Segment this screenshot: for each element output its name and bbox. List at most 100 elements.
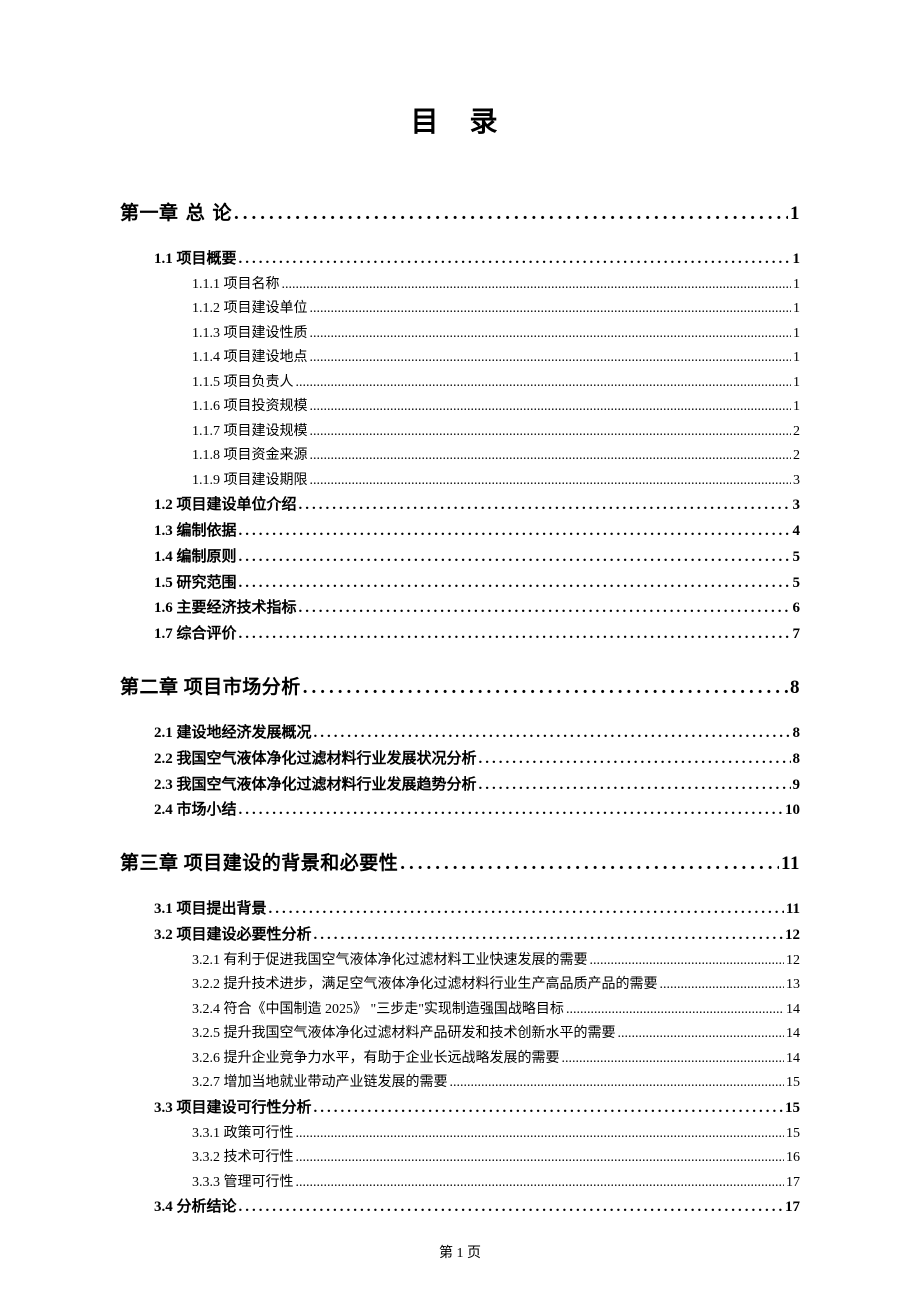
toc-label: 2.1 建设地经济发展概况: [154, 721, 312, 747]
toc-entry: 1.1.3 项目建设性质1: [192, 322, 800, 347]
toc-label: 3.3.2 技术可行性: [192, 1146, 294, 1171]
toc-label: 2.3 我国空气液体净化过滤材料行业发展趋势分析: [154, 773, 477, 799]
toc-page-number: 1: [790, 203, 800, 225]
toc-page-number: 8: [793, 721, 801, 747]
toc-label: 1.3 编制依据: [154, 519, 237, 545]
toc-leader-dots: [296, 1171, 785, 1196]
toc-entry: 2.3 我国空气液体净化过滤材料行业发展趋势分析9: [154, 773, 800, 799]
toc-entry: 3.4 分析结论 17: [154, 1195, 800, 1221]
toc-entry: 3.2.2 提升技术进步，满足空气液体净化过滤材料行业生产高品质产品的需要13: [192, 973, 800, 998]
toc-leader-dots: [310, 346, 792, 371]
toc-entry: 第二章 项目市场分析 8: [120, 672, 800, 699]
toc-leader-dots: [562, 1047, 785, 1072]
toc-label: 1.1 项目概要: [154, 247, 237, 273]
toc-page-number: 5: [793, 571, 801, 597]
toc-label: 3.2.4 符合《中国制造 2025》 "三步走"实现制造强国战略目标: [192, 998, 564, 1023]
toc-entry: 1.1.2 项目建设单位 1: [192, 297, 800, 322]
toc-entry: 1.1 项目概要1: [154, 247, 800, 273]
toc-label: 1.1.4 项目建设地点: [192, 346, 308, 371]
toc-leader-dots: [310, 322, 792, 347]
toc-page-number: 5: [793, 545, 801, 571]
document-title: 目 录: [120, 100, 800, 140]
toc-label: 3.3 项目建设可行性分析: [154, 1096, 312, 1122]
toc-page-number: 11: [786, 897, 800, 923]
toc-page-number: 3: [793, 493, 801, 519]
toc-leader-dots: [479, 747, 791, 773]
toc-leader-dots: [239, 545, 791, 571]
toc-entry: 2.2 我国空气液体净化过滤材料行业发展状况分析8: [154, 747, 800, 773]
toc-page-number: 2: [793, 444, 800, 469]
toc-entry: 1.1.1 项目名称 1: [192, 273, 800, 298]
toc-leader-dots: [310, 444, 792, 469]
toc-page-number: 16: [786, 1146, 800, 1171]
toc-leader-dots: [299, 596, 791, 622]
toc-entry: 3.2 项目建设必要性分析 12: [154, 923, 800, 949]
toc-entry: 1.1.4 项目建设地点1: [192, 346, 800, 371]
toc-page-number: 8: [793, 747, 801, 773]
toc-label: 1.7 综合评价: [154, 622, 237, 648]
toc-label: 2.4 市场小结: [154, 798, 237, 824]
toc-entry: 1.3 编制依据4: [154, 519, 800, 545]
toc-label: 3.2.5 提升我国空气液体净化过滤材料产品研发和技术创新水平的需要: [192, 1022, 616, 1047]
toc-leader-dots: [303, 677, 788, 699]
toc-label: 3.2.6 提升企业竞争力水平，有助于企业长远战略发展的需要: [192, 1047, 560, 1072]
toc-label: 1.4 编制原则: [154, 545, 237, 571]
toc-page-number: 6: [793, 596, 801, 622]
toc-label: 3.2.7 增加当地就业带动产业链发展的需要: [192, 1071, 448, 1096]
toc-page-number: 1: [793, 273, 800, 298]
toc-label: 第二章 项目市场分析: [120, 672, 301, 699]
toc-entry: 3.3.1 政策可行性15: [192, 1122, 800, 1147]
toc-label: 3.2 项目建设必要性分析: [154, 923, 312, 949]
toc-entry: 2.1 建设地经济发展概况 8: [154, 721, 800, 747]
toc-entry: 1.1.5 项目负责人1: [192, 371, 800, 396]
toc-entry: 3.2.5 提升我国空气液体净化过滤材料产品研发和技术创新水平的需要 14: [192, 1022, 800, 1047]
toc-leader-dots: [660, 973, 785, 998]
toc-entry: 1.2 项目建设单位介绍3: [154, 493, 800, 519]
toc-entry: 1.4 编制原则 5: [154, 545, 800, 571]
toc-label: 1.1.2 项目建设单位: [192, 297, 308, 322]
toc-leader-dots: [239, 798, 783, 824]
toc-leader-dots: [310, 297, 792, 322]
toc-entry: 1.1.7 项目建设规模2: [192, 420, 800, 445]
toc-leader-dots: [296, 1122, 785, 1147]
toc-leader-dots: [239, 519, 791, 545]
toc-leader-dots: [296, 371, 792, 396]
toc-leader-dots: [618, 1022, 785, 1047]
toc-entry: 3.2.7 增加当地就业带动产业链发展的需要 15: [192, 1071, 800, 1096]
toc-label: 3.3.1 政策可行性: [192, 1122, 294, 1147]
toc-leader-dots: [239, 1195, 783, 1221]
toc-page-number: 8: [790, 677, 800, 699]
toc-label: 1.5 研究范围: [154, 571, 237, 597]
toc-entry: 1.1.6 项目投资规模1: [192, 395, 800, 420]
toc-entry: 3.2.6 提升企业竞争力水平，有助于企业长远战略发展的需要14: [192, 1047, 800, 1072]
toc-leader-dots: [314, 923, 783, 949]
toc-leader-dots: [310, 420, 792, 445]
toc-entry: 3.2.4 符合《中国制造 2025》 "三步走"实现制造强国战略目标14: [192, 998, 800, 1023]
toc-label: 第一章 总 论: [120, 198, 232, 225]
toc-leader-dots: [299, 493, 791, 519]
toc-page-number: 10: [785, 798, 800, 824]
toc-page-number: 7: [793, 622, 801, 648]
page-container: 目 录 第一章 总 论11.1 项目概要11.1.1 项目名称11.1.2 项目…: [0, 0, 920, 1221]
toc-leader-dots: [296, 1146, 785, 1171]
toc-page-number: 15: [786, 1071, 800, 1096]
toc-page-number: 13: [786, 973, 800, 998]
toc-page-number: 14: [786, 1022, 800, 1047]
toc-page-number: 12: [785, 923, 800, 949]
toc-page-number: 2: [793, 420, 800, 445]
toc-entry: 1.1.9 项目建设期限3: [192, 469, 800, 494]
toc-leader-dots: [314, 1096, 783, 1122]
toc-label: 3.4 分析结论: [154, 1195, 237, 1221]
toc-entry: 1.7 综合评价 7: [154, 622, 800, 648]
toc-leader-dots: [566, 998, 784, 1023]
toc-label: 3.3.3 管理可行性: [192, 1171, 294, 1196]
toc-leader-dots: [310, 469, 792, 494]
toc-leader-dots: [479, 773, 791, 799]
toc-label: 1.1.1 项目名称: [192, 273, 280, 298]
toc-entry: 1.6 主要经济技术指标 6: [154, 596, 800, 622]
table-of-contents: 第一章 总 论11.1 项目概要11.1.1 项目名称11.1.2 项目建设单位…: [120, 198, 800, 1221]
toc-page-number: 1: [793, 297, 800, 322]
toc-label: 第三章 项目建设的背景和必要性: [120, 848, 398, 875]
toc-label: 1.6 主要经济技术指标: [154, 596, 297, 622]
toc-page-number: 17: [785, 1195, 800, 1221]
